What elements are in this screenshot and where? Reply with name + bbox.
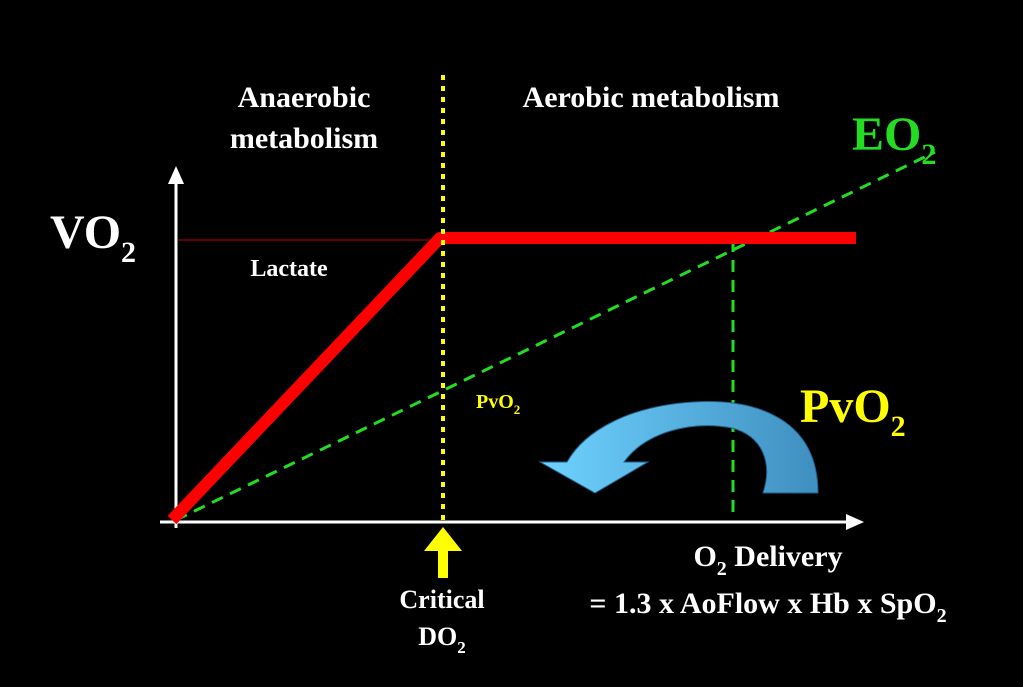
y-axis <box>168 166 184 528</box>
x-axis-label-line2: = 1.3 x AoFlow x Hb x SpO2 <box>589 587 946 627</box>
y-axis-label: VO2 <box>50 206 136 269</box>
eo2-label: EO2 <box>852 108 936 171</box>
x-axis <box>160 514 864 530</box>
critical-label-line1: Critical <box>399 585 484 614</box>
lactate-label: Lactate <box>250 256 328 282</box>
aerobic-label: Aerobic metabolism <box>523 81 780 114</box>
anaerobic-label-line2: metabolism <box>230 122 378 155</box>
curved-arrow-left-icon <box>538 401 819 494</box>
pvo2-small-label: PvO2 <box>476 391 520 417</box>
eo2-line <box>175 150 936 522</box>
anaerobic-label-line1: Anaerobic <box>238 81 371 114</box>
pvo2-large-label: PvO2 <box>800 380 906 443</box>
vo2-curve <box>167 232 856 525</box>
up-arrow-icon <box>424 527 462 578</box>
x-axis-label-line1: O2 Delivery <box>693 540 842 580</box>
critical-label-line2: DO2 <box>418 622 466 657</box>
